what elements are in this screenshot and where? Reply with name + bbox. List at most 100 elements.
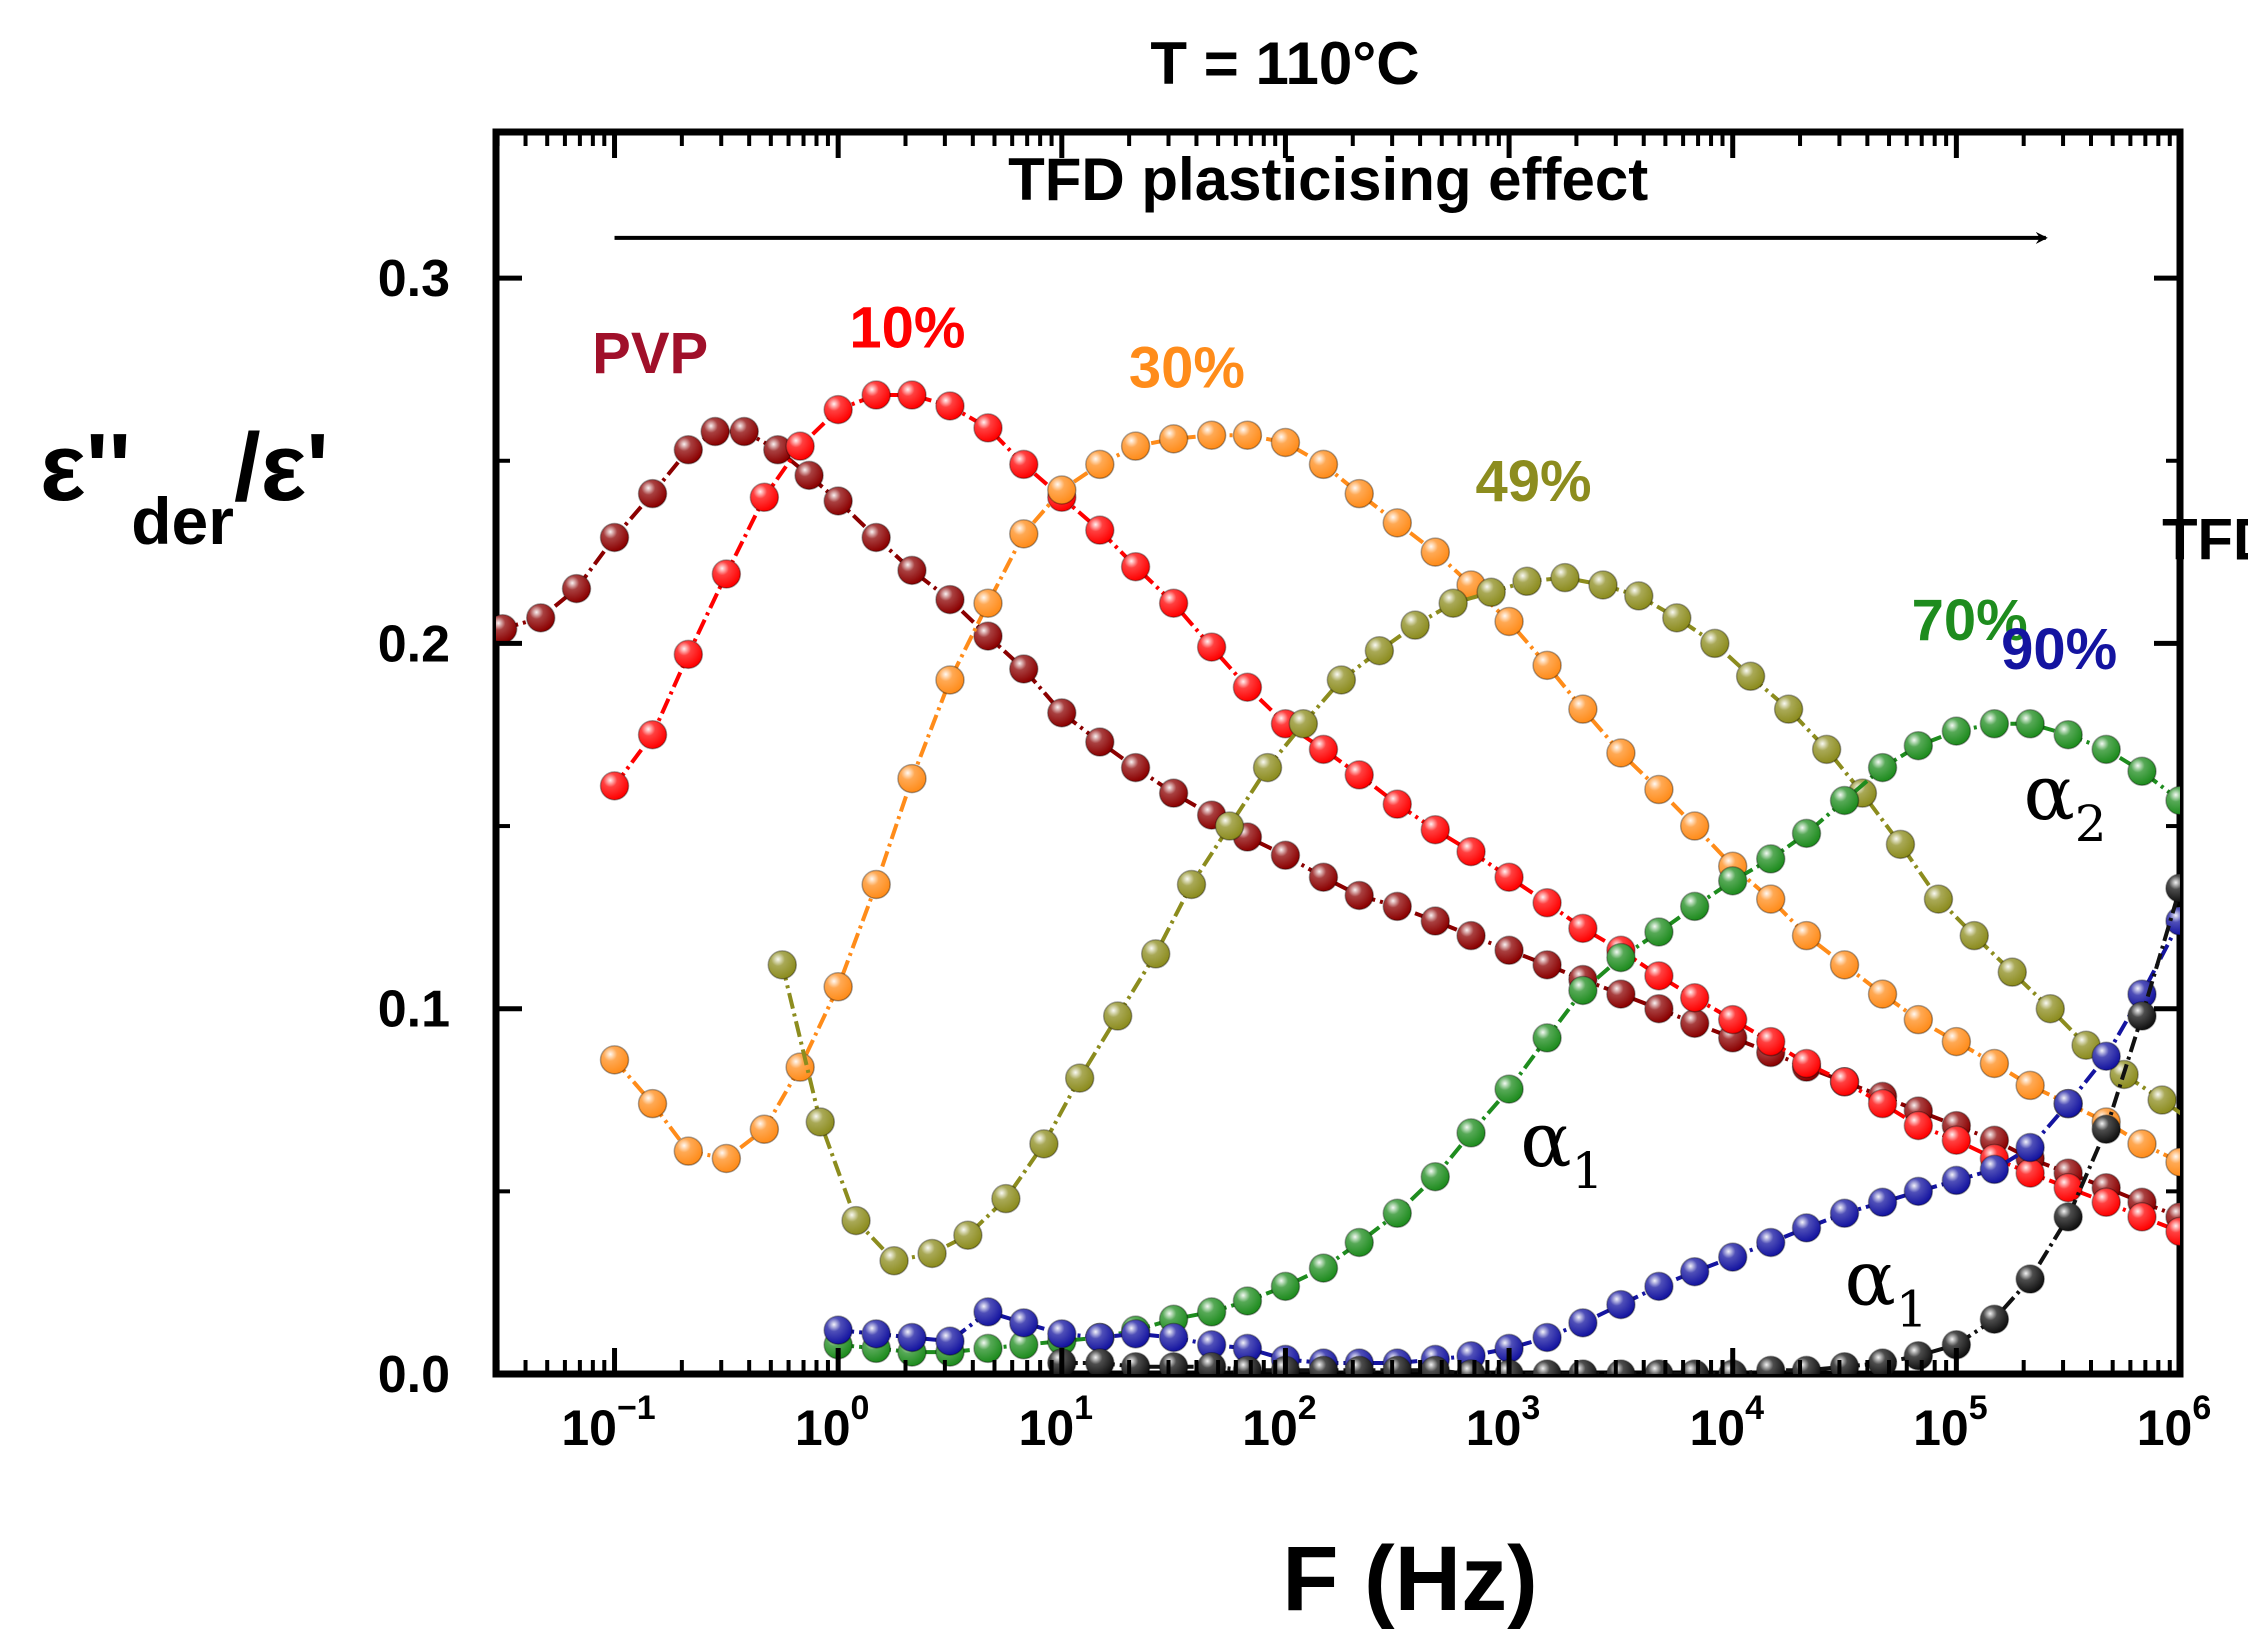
data-point-shine — [1009, 1308, 1038, 1337]
data-point-shine — [1774, 695, 1803, 724]
data-point-shine — [1215, 812, 1244, 841]
data-point-shine — [1644, 961, 1673, 990]
data-point-shine — [1606, 1360, 1635, 1374]
data-point-shine — [1942, 1166, 1971, 1195]
data-point-shine — [2054, 720, 2083, 749]
data-point-shine — [1177, 870, 1206, 899]
data-point-shine — [1345, 881, 1374, 910]
data-point-shine — [1736, 662, 1765, 691]
data-point-shine — [824, 395, 853, 424]
x-tick-base: 10 — [1689, 1400, 1745, 1456]
x-tick-base: 10 — [2137, 1400, 2193, 1456]
data-point-shine — [1197, 1297, 1226, 1326]
data-point-shine — [1756, 1027, 1785, 1056]
x-tick-base: 10 — [795, 1400, 851, 1456]
data-point-shine — [1421, 1162, 1450, 1191]
data-point-shine — [730, 417, 759, 446]
data-point-shine — [763, 435, 792, 464]
data-point-shine — [638, 720, 667, 749]
data-point-shine — [2240, 757, 2248, 785]
data-point — [2204, 750, 2232, 778]
data-point-shine — [2016, 1071, 2045, 1100]
data-point-shine — [1477, 578, 1506, 607]
data-point-shine — [1960, 921, 1989, 950]
data-point-shine — [862, 870, 891, 899]
series-label: TFD — [2162, 507, 2248, 572]
data-point-shine — [1253, 753, 1282, 782]
data-point-shine — [496, 614, 517, 643]
data-point-shine — [1233, 1286, 1262, 1315]
data-point-shine — [1271, 428, 1300, 457]
data-point — [2204, 1166, 2232, 1194]
y-label-tail: /ε' — [234, 414, 329, 521]
data-point-shine — [1327, 665, 1356, 694]
data-point-shine — [1718, 1243, 1747, 1272]
data-point-shine — [1495, 863, 1524, 892]
plot-frame — [492, 128, 2184, 1378]
data-point-shine — [1644, 1360, 1673, 1374]
annotation-alpha1-90: α1 — [1845, 1234, 1928, 1339]
data-point-shine — [1568, 1308, 1597, 1337]
data-point — [2184, 1112, 2212, 1140]
data-point-shine — [1512, 567, 1541, 596]
data-point-shine — [1568, 914, 1597, 943]
data-point-shine — [1718, 1005, 1747, 1034]
data-point-shine — [1383, 1356, 1412, 1374]
data-point-shine — [1792, 1049, 1821, 1078]
data-point-shine — [1141, 939, 1170, 968]
y-tick-label: 0.0 — [378, 1346, 450, 1404]
data-point-shine — [1756, 885, 1785, 914]
data-point-shine — [1121, 1319, 1150, 1348]
x-axis-label: F (Hz) — [1282, 1528, 1537, 1630]
data-point-shine — [2222, 1134, 2248, 1162]
data-point-shine — [1085, 450, 1114, 479]
x-tick-exponent: −1 — [617, 1389, 656, 1427]
data-point-shine — [1421, 815, 1450, 844]
data-point-shine — [2092, 1188, 2121, 1217]
data-point-shine — [1309, 735, 1338, 764]
series-10pct — [599, 380, 2180, 1247]
data-point-shine — [1309, 863, 1338, 892]
data-point-shine — [1047, 698, 1076, 727]
x-tick-exponent: 5 — [1969, 1389, 1988, 1427]
data-point-shine — [1680, 983, 1709, 1012]
data-point-shine — [1159, 424, 1188, 453]
series-label: 70% — [1912, 588, 2028, 653]
data-point-shine — [2016, 1265, 2045, 1294]
data-point-shine — [1345, 479, 1374, 508]
data-point-shine — [1942, 1126, 1971, 1155]
data-point-shine — [638, 1089, 667, 1118]
data-point-shine — [712, 1144, 741, 1173]
data-point-shine — [1121, 432, 1150, 461]
y-tick-label: 0.1 — [378, 981, 450, 1039]
data-point-shine — [1568, 695, 1597, 724]
data-point-shine — [1942, 717, 1971, 746]
x-tick-label: 101 — [1019, 1389, 1094, 1456]
data-point-shine — [1197, 633, 1226, 662]
data-point — [2222, 1134, 2248, 1162]
data-point-shine — [1886, 830, 1915, 859]
data-point-shine — [880, 1246, 909, 1275]
data-point-shine — [935, 585, 964, 614]
series-label: 90% — [2001, 617, 2117, 682]
data-point-shine — [1383, 790, 1412, 819]
data-point-shine — [1868, 1089, 1897, 1118]
data-point-shine — [1009, 519, 1038, 548]
data-point-shine — [842, 1206, 871, 1235]
data-point-shine — [918, 1239, 947, 1268]
x-tick-exponent: 3 — [1521, 1389, 1540, 1427]
x-tick-label: 100 — [795, 1389, 870, 1456]
data-point-shine — [600, 523, 629, 552]
x-tick-base: 10 — [1242, 1400, 1298, 1456]
data-point-shine — [824, 972, 853, 1001]
data-point-shine — [2184, 1112, 2212, 1140]
data-point-shine — [1533, 1360, 1562, 1374]
data-point-shine — [1085, 1349, 1114, 1374]
data-point-shine — [1121, 753, 1150, 782]
annotation-base: α — [2023, 748, 2074, 837]
data-point-shine — [1644, 994, 1673, 1023]
data-point-shine — [1533, 1323, 1562, 1352]
x-tick-label: 102 — [1242, 1389, 1317, 1456]
data-point-shine — [1904, 1111, 1933, 1140]
